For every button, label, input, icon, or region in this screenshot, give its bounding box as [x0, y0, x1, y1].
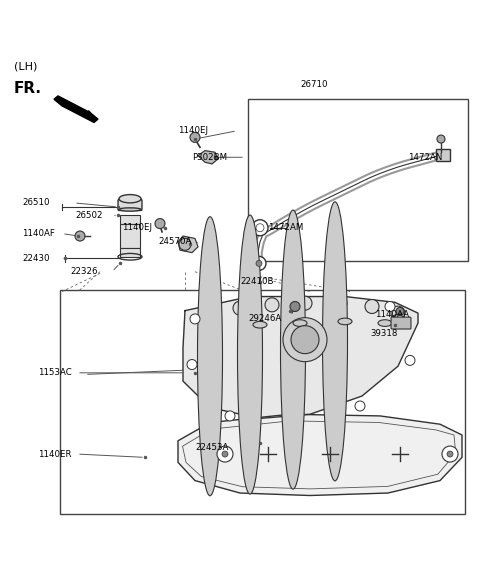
Text: 22326: 22326 — [70, 267, 97, 276]
Circle shape — [283, 318, 327, 362]
Polygon shape — [178, 236, 198, 252]
Circle shape — [203, 306, 217, 320]
Text: 22453A: 22453A — [195, 443, 228, 452]
Circle shape — [252, 256, 266, 270]
Ellipse shape — [323, 202, 348, 481]
Circle shape — [298, 296, 312, 310]
Circle shape — [333, 296, 347, 310]
Text: 1153AC: 1153AC — [38, 368, 72, 378]
FancyBboxPatch shape — [120, 223, 140, 248]
Circle shape — [385, 302, 395, 312]
Text: 1140ER: 1140ER — [38, 449, 72, 459]
Circle shape — [252, 220, 268, 236]
Circle shape — [365, 299, 379, 313]
Circle shape — [217, 446, 233, 462]
Polygon shape — [183, 296, 418, 419]
Text: P302BM: P302BM — [192, 153, 227, 162]
Text: 1140EJ: 1140EJ — [122, 223, 152, 232]
Bar — [60, 290, 465, 514]
Circle shape — [290, 302, 300, 312]
Circle shape — [225, 411, 235, 421]
Text: 1472AN: 1472AN — [408, 153, 443, 162]
Circle shape — [256, 261, 262, 266]
Text: 39318: 39318 — [370, 328, 397, 338]
Circle shape — [396, 307, 404, 316]
Circle shape — [155, 219, 165, 229]
Circle shape — [447, 451, 453, 457]
Ellipse shape — [280, 210, 305, 489]
Ellipse shape — [338, 318, 352, 325]
Bar — [248, 99, 468, 261]
Ellipse shape — [293, 320, 307, 327]
Circle shape — [179, 239, 191, 250]
FancyBboxPatch shape — [118, 199, 142, 210]
Ellipse shape — [197, 217, 223, 496]
FancyBboxPatch shape — [391, 317, 411, 329]
Circle shape — [190, 133, 200, 142]
Text: 29246A: 29246A — [248, 314, 281, 324]
Circle shape — [233, 301, 247, 315]
Circle shape — [75, 231, 85, 241]
Text: 1472AM: 1472AM — [268, 223, 303, 232]
Text: 1140EJ: 1140EJ — [178, 126, 208, 135]
Ellipse shape — [119, 208, 141, 211]
Polygon shape — [198, 151, 218, 164]
Ellipse shape — [378, 320, 392, 327]
Circle shape — [437, 135, 445, 143]
Bar — [436, 149, 450, 160]
Text: 22430: 22430 — [22, 254, 49, 263]
Text: 26510: 26510 — [22, 199, 49, 207]
Ellipse shape — [253, 321, 267, 328]
Text: 22410B: 22410B — [240, 277, 274, 286]
Text: 1140AA: 1140AA — [375, 310, 409, 319]
FancyBboxPatch shape — [120, 248, 140, 256]
FancyBboxPatch shape — [120, 215, 140, 223]
Circle shape — [190, 314, 200, 324]
Circle shape — [405, 356, 415, 365]
Circle shape — [222, 451, 228, 457]
Text: FR.: FR. — [14, 81, 42, 96]
Text: 1140AF: 1140AF — [22, 229, 55, 238]
Ellipse shape — [238, 215, 263, 494]
Circle shape — [187, 360, 197, 369]
Polygon shape — [54, 96, 98, 122]
Circle shape — [265, 298, 279, 312]
Circle shape — [291, 325, 319, 354]
Circle shape — [442, 446, 458, 462]
Circle shape — [355, 401, 365, 411]
Polygon shape — [178, 414, 462, 496]
Circle shape — [391, 306, 405, 320]
Ellipse shape — [119, 195, 141, 203]
Text: 26502: 26502 — [75, 211, 103, 220]
Text: 24570A: 24570A — [158, 237, 192, 246]
Text: 26710: 26710 — [300, 80, 327, 89]
Text: (LH): (LH) — [14, 61, 37, 71]
